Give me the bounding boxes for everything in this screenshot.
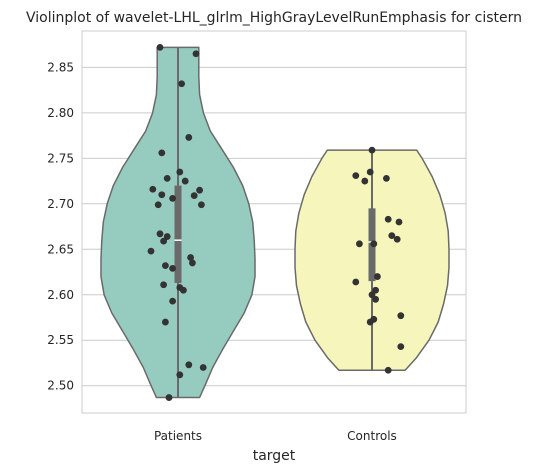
x-tick-labels: Patients Controls [154, 429, 397, 443]
point-patients-23 [160, 281, 168, 289]
point-patients-4 [158, 149, 166, 157]
y-tick-2.65: 2.65 [47, 242, 74, 256]
point-patients-29 [199, 364, 207, 371]
point-controls-16 [397, 312, 405, 320]
point-controls-15 [372, 295, 379, 303]
point-patients-22 [169, 264, 177, 272]
point-patients-7 [181, 177, 189, 185]
point-patients-2 [178, 80, 186, 88]
point-patients-27 [162, 318, 169, 326]
point-controls-4 [361, 177, 369, 185]
point-patients-6 [163, 174, 171, 182]
points [147, 43, 405, 401]
point-controls-9 [356, 240, 363, 248]
point-controls-1 [366, 168, 374, 176]
point-controls-13 [372, 286, 379, 294]
point-patients-12 [169, 194, 177, 202]
x-tick-controls: Controls [347, 429, 397, 443]
point-patients-15 [156, 230, 164, 238]
x-axis-label: target [253, 448, 296, 464]
point-controls-8 [393, 235, 401, 243]
point-patients-28 [185, 361, 193, 369]
point-patients-5 [176, 168, 184, 176]
y-tick-2.55: 2.55 [47, 333, 74, 347]
point-controls-2 [352, 172, 360, 180]
y-tick-2.60: 2.60 [47, 288, 74, 302]
y-tick-2.70: 2.70 [47, 197, 74, 211]
point-patients-8 [149, 185, 157, 193]
point-controls-0 [368, 146, 376, 154]
y-tick-labels: 2.50 2.55 2.60 2.65 2.70 2.75 2.80 2.85 [47, 60, 74, 392]
point-patients-0 [156, 43, 164, 51]
point-controls-10 [370, 240, 378, 248]
point-controls-7 [388, 232, 396, 240]
point-patients-14 [198, 201, 205, 209]
point-patients-9 [196, 186, 204, 194]
point-patients-21 [162, 262, 169, 270]
point-patients-25 [180, 286, 187, 294]
point-patients-26 [169, 297, 177, 305]
y-tick-2.75: 2.75 [47, 151, 74, 165]
point-patients-20 [189, 259, 196, 267]
point-controls-5 [384, 215, 392, 223]
point-controls-18 [366, 318, 374, 326]
point-patients-19 [147, 247, 155, 255]
y-tick-2.50: 2.50 [47, 379, 74, 393]
plot-frame [81, 30, 467, 414]
point-patients-10 [158, 191, 166, 199]
x-tick-patients: Patients [154, 429, 202, 443]
point-patients-16 [163, 233, 171, 240]
point-controls-14 [368, 291, 376, 299]
iqr-box-patients [174, 185, 182, 283]
point-controls-19 [397, 343, 405, 351]
y-tick-2.85: 2.85 [47, 60, 74, 74]
chart-title: Violinplot of wavelet-LHL_glrlm_HighGray… [26, 10, 522, 26]
point-controls-11 [374, 273, 381, 280]
y-tick-2.80: 2.80 [47, 106, 74, 120]
point-patients-3 [185, 134, 193, 141]
point-patients-1 [192, 50, 200, 58]
point-patients-13 [154, 201, 162, 209]
point-patients-17 [160, 237, 168, 245]
point-controls-12 [352, 278, 360, 286]
point-patients-30 [176, 371, 184, 379]
point-patients-31 [165, 394, 173, 401]
point-patients-18 [187, 254, 195, 261]
point-controls-3 [383, 174, 390, 182]
point-controls-20 [384, 366, 392, 374]
point-controls-6 [395, 218, 403, 226]
point-patients-11 [190, 192, 198, 200]
